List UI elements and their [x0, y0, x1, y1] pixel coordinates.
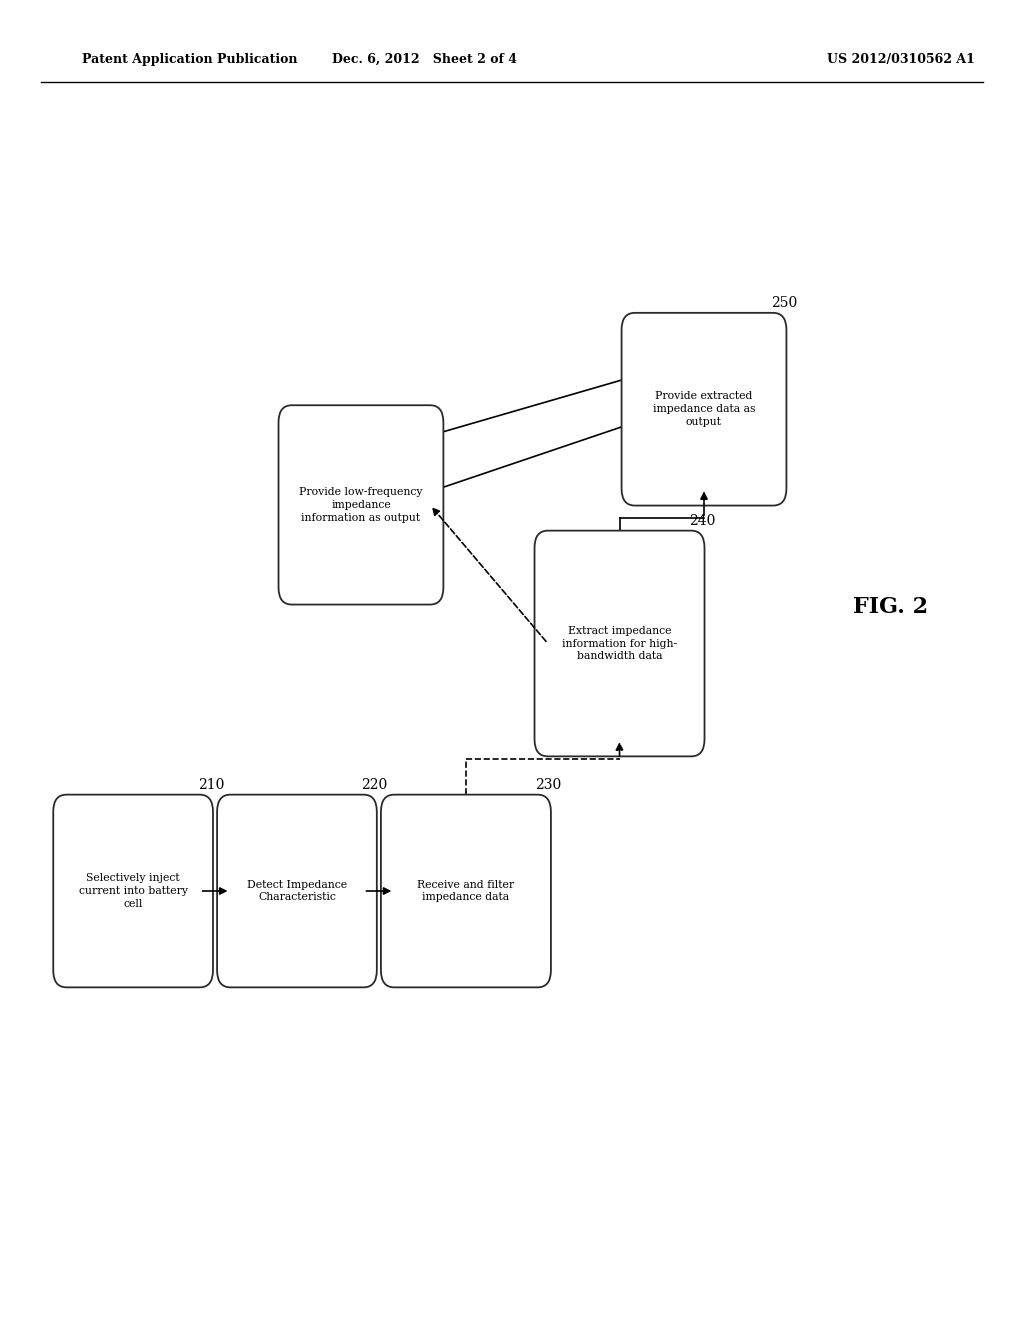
FancyBboxPatch shape — [217, 795, 377, 987]
FancyBboxPatch shape — [622, 313, 786, 506]
FancyBboxPatch shape — [279, 405, 443, 605]
FancyBboxPatch shape — [535, 531, 705, 756]
Text: Detect Impedance
Characteristic: Detect Impedance Characteristic — [247, 879, 347, 903]
Text: Selectively inject
current into battery
cell: Selectively inject current into battery … — [79, 874, 187, 908]
Text: Provide low-frequency
impedance
information as output: Provide low-frequency impedance informat… — [299, 487, 423, 523]
Text: Extract impedance
information for high-
bandwidth data: Extract impedance information for high- … — [562, 626, 677, 661]
Text: 220: 220 — [361, 777, 388, 792]
Text: 230: 230 — [536, 777, 562, 792]
Text: Dec. 6, 2012   Sheet 2 of 4: Dec. 6, 2012 Sheet 2 of 4 — [333, 53, 517, 66]
Text: Provide extracted
impedance data as
output: Provide extracted impedance data as outp… — [652, 392, 756, 426]
Text: Patent Application Publication: Patent Application Publication — [82, 53, 297, 66]
Text: Receive and filter
impedance data: Receive and filter impedance data — [418, 879, 514, 903]
FancyBboxPatch shape — [53, 795, 213, 987]
FancyBboxPatch shape — [381, 795, 551, 987]
Text: FIG. 2: FIG. 2 — [853, 597, 929, 618]
Text: 250: 250 — [771, 296, 798, 310]
Text: 210: 210 — [198, 777, 224, 792]
Text: US 2012/0310562 A1: US 2012/0310562 A1 — [827, 53, 975, 66]
Text: 240: 240 — [689, 513, 716, 528]
